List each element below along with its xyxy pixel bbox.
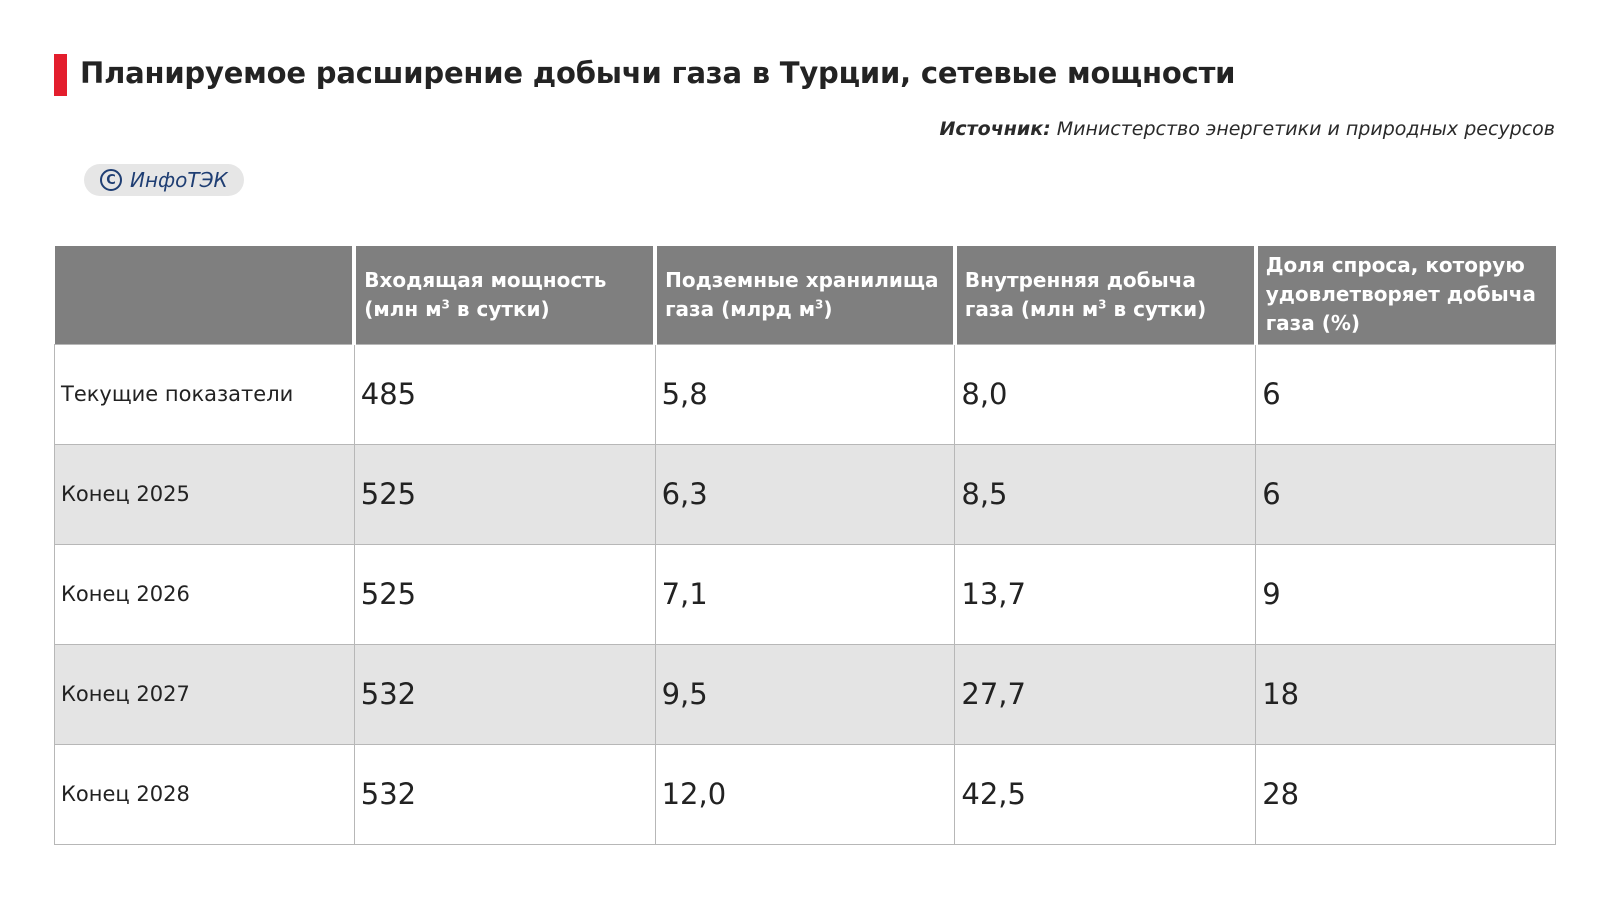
header-cell: Доля спроса, которую удовлетворяет добыч… [1253, 246, 1556, 344]
table-cell: 18 [1255, 643, 1556, 745]
title-accent-bar [54, 54, 67, 96]
table-cell: 9 [1255, 543, 1556, 645]
table-cell: 525 [353, 543, 656, 645]
table-cell: 13,7 [954, 543, 1257, 645]
source-text: Министерство энергетики и природных ресу… [1056, 118, 1555, 140]
table-row: Конец 2025 525 6,3 8,5 6 [54, 443, 1556, 545]
table-cell: 28 [1255, 743, 1556, 845]
table-cell: 6 [1255, 343, 1556, 445]
table-cell: 12,0 [654, 743, 956, 845]
table-row: Конец 2027 532 9,5 27,7 18 [54, 643, 1556, 745]
table-row: Конец 2028 532 12,0 42,5 28 [54, 743, 1556, 845]
row-label: Текущие показатели [54, 343, 355, 445]
table-cell: 42,5 [954, 743, 1257, 845]
source-line: Источник: Министерство энергетики и прир… [940, 118, 1556, 140]
table-row: Конец 2026 525 7,1 13,7 9 [54, 543, 1556, 645]
row-label: Конец 2026 [54, 543, 355, 645]
row-label: Конец 2028 [54, 743, 355, 845]
source-label: Источник: [939, 118, 1051, 140]
table-cell: 5,8 [654, 343, 956, 445]
table-row: Текущие показатели 485 5,8 8,0 6 [54, 343, 1556, 445]
header-row: Входящая мощность (млн м3 в сутки) Подзе… [54, 246, 1556, 344]
badge-text: ИнфоТЭК [130, 168, 228, 192]
header-cell [54, 246, 355, 344]
table-cell: 525 [353, 443, 656, 545]
table-cell: 27,7 [954, 643, 1257, 745]
row-label: Конец 2025 [54, 443, 355, 545]
data-table: Входящая мощность (млн м3 в сутки) Подзе… [54, 246, 1556, 845]
table-cell: 485 [353, 343, 656, 445]
table-cell: 6,3 [654, 443, 956, 545]
table-cell: 6 [1255, 443, 1556, 545]
table-cell: 7,1 [654, 543, 956, 645]
table-cell: 8,0 [954, 343, 1257, 445]
header-cell: Подземные хранилища газа (млрд м3) [653, 246, 955, 344]
table-cell: 8,5 [954, 443, 1257, 545]
copyright-icon: C [100, 169, 122, 191]
table-cell: 532 [353, 743, 656, 845]
table-cell: 9,5 [654, 643, 956, 745]
header-cell: Входящая мощность (млн м3 в сутки) [352, 246, 656, 344]
copyright-badge: C ИнфоТЭК [84, 164, 244, 196]
table-cell: 532 [353, 643, 656, 745]
header-cell: Внутренняя добыча газа (млн м3 в сутки) [952, 246, 1256, 344]
page-title: Планируемое расширение добычи газа в Тур… [80, 56, 1236, 90]
row-label: Конец 2027 [54, 643, 355, 745]
